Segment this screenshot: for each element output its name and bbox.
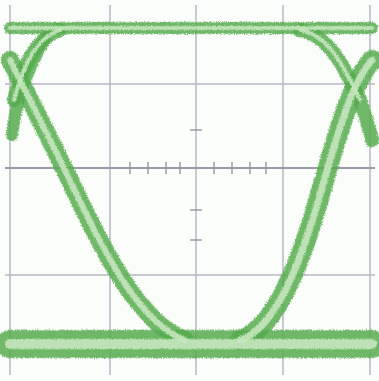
rising-core (236, 56, 376, 344)
falling-core (7, 57, 188, 343)
trace-inner (5, 26, 377, 349)
traces (0, 22, 379, 358)
center-ticks (129, 129, 267, 241)
trace-core (298, 28, 362, 102)
trace-core (12, 28, 62, 102)
